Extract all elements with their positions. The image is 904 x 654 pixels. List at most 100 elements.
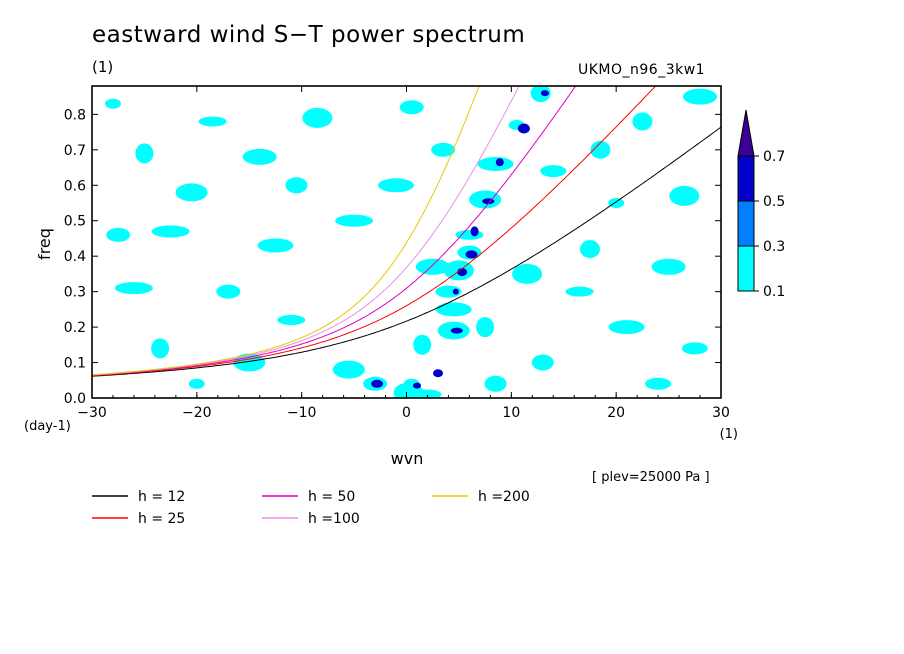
contour-patch bbox=[540, 165, 567, 178]
x-tick-label: −30 bbox=[77, 405, 107, 421]
contour-patch bbox=[105, 98, 121, 109]
contour-patch bbox=[151, 338, 170, 359]
contour-patch bbox=[452, 288, 459, 295]
colorbar-label: 0.7 bbox=[763, 149, 785, 165]
y-tick-label: 0.3 bbox=[64, 285, 86, 301]
contour-patch bbox=[378, 178, 414, 193]
legend: h = 12 h = 25 h = 50 h =100 h =200 bbox=[92, 489, 530, 527]
pressure-level-note: [ plev=25000 Pa ] bbox=[592, 470, 710, 485]
contour-patch bbox=[651, 258, 686, 275]
y-axis-label: freq bbox=[35, 228, 54, 260]
contour-patch bbox=[681, 342, 708, 355]
contour-patch bbox=[512, 263, 543, 284]
dispersion-curve bbox=[92, 86, 657, 377]
contour-patch bbox=[198, 116, 227, 127]
axes: −30 −20 −10 0 10 20 30 0.0 0.1 0.2 0.3 0.4 0.5 0.6 0.7… bbox=[24, 86, 738, 468]
y-tick-label: 0.4 bbox=[64, 249, 86, 265]
contour-patch bbox=[135, 143, 154, 164]
y-tick-label: 0.5 bbox=[64, 214, 86, 230]
contour-patch bbox=[415, 258, 450, 275]
colorbar-segment bbox=[737, 245, 755, 292]
legend-label: h =100 bbox=[308, 511, 360, 527]
chart-title-unit: (1) bbox=[92, 58, 114, 76]
contour-patch bbox=[302, 107, 333, 128]
dispersion-curves bbox=[92, 86, 721, 377]
legend-label: h = 12 bbox=[138, 489, 185, 505]
contour-patch bbox=[669, 185, 700, 206]
x-tick-label: 30 bbox=[712, 405, 730, 421]
contour-patch bbox=[540, 90, 549, 97]
chart-title: eastward wind S−T power spectrum bbox=[92, 22, 526, 48]
y-tick-label: 0.7 bbox=[64, 143, 86, 159]
y-axis-unit: (day-1) bbox=[24, 419, 71, 434]
contour-patch bbox=[632, 112, 653, 131]
colorbar-extend-triangle bbox=[737, 109, 755, 157]
contour-patch bbox=[431, 142, 456, 157]
contour-patch bbox=[517, 123, 530, 134]
colorbar-label: 0.1 bbox=[763, 284, 785, 300]
contour-patch bbox=[277, 315, 306, 325]
run-label: UKMO_n96_3kw1 bbox=[578, 62, 706, 78]
x-tick-label: 0 bbox=[402, 405, 411, 421]
contour-patch bbox=[413, 382, 421, 389]
contour-patch bbox=[455, 229, 484, 240]
contour-patch bbox=[450, 327, 463, 334]
contour-patch bbox=[335, 214, 374, 227]
colorbar: 0.7 0.5 0.3 0.1 bbox=[737, 109, 785, 300]
y-tick-label: 0.1 bbox=[64, 356, 86, 372]
dispersion-curve bbox=[92, 86, 480, 376]
contour-patch bbox=[175, 183, 208, 202]
contour-patch bbox=[531, 354, 554, 371]
contour-patch bbox=[477, 157, 514, 171]
contour-patch bbox=[435, 302, 472, 317]
contour-patch bbox=[433, 369, 443, 378]
contour-patch bbox=[565, 286, 594, 297]
x-tick-label: 10 bbox=[502, 405, 520, 421]
x-axis-unit: (1) bbox=[720, 427, 738, 442]
contour-patch bbox=[580, 240, 600, 259]
contour-patch bbox=[399, 100, 424, 115]
dispersion-curve bbox=[92, 86, 577, 376]
contour-patch bbox=[645, 377, 672, 390]
x-axis-label: wvn bbox=[391, 449, 424, 468]
colorbar-segment bbox=[737, 155, 755, 202]
contour-patch bbox=[465, 250, 478, 259]
contour-patch bbox=[476, 317, 495, 338]
contour-patch bbox=[188, 378, 205, 389]
contour-patch bbox=[413, 389, 442, 398]
y-tick-label: 0.6 bbox=[64, 178, 86, 194]
y-tick-label: 0.2 bbox=[64, 320, 86, 336]
contour-patch bbox=[371, 379, 384, 388]
colorbar-label: 0.3 bbox=[763, 239, 785, 255]
contour-patch bbox=[413, 334, 432, 355]
contour-patch bbox=[495, 158, 504, 167]
contour-patch bbox=[257, 238, 294, 253]
contour-patch bbox=[470, 226, 479, 237]
contour-patch bbox=[530, 86, 551, 103]
contour-patch bbox=[242, 148, 277, 165]
y-tick-label: 0.0 bbox=[64, 391, 86, 407]
contour-patch bbox=[285, 177, 308, 194]
contour-patch bbox=[457, 268, 468, 277]
contour-patches bbox=[105, 86, 717, 398]
contour-patch bbox=[484, 375, 507, 392]
contour-patch bbox=[590, 140, 611, 159]
colorbar-segment bbox=[737, 200, 755, 247]
contour-patch bbox=[608, 198, 625, 208]
contour-patch bbox=[435, 285, 462, 298]
legend-label: h = 50 bbox=[308, 489, 355, 505]
contour-patch bbox=[683, 88, 717, 105]
x-tick-label: −20 bbox=[182, 405, 212, 421]
colorbar-label: 0.5 bbox=[763, 194, 785, 210]
legend-label: h =200 bbox=[478, 489, 530, 505]
contour-patch bbox=[106, 227, 131, 242]
x-tick-label: 20 bbox=[607, 405, 625, 421]
contour-patch bbox=[151, 225, 190, 238]
legend-label: h = 25 bbox=[138, 511, 185, 527]
contour-patch bbox=[216, 284, 241, 299]
dispersion-curve bbox=[92, 126, 721, 377]
dispersion-curve bbox=[92, 86, 520, 376]
contour-patch bbox=[332, 360, 365, 379]
x-tick-label: −10 bbox=[287, 405, 317, 421]
